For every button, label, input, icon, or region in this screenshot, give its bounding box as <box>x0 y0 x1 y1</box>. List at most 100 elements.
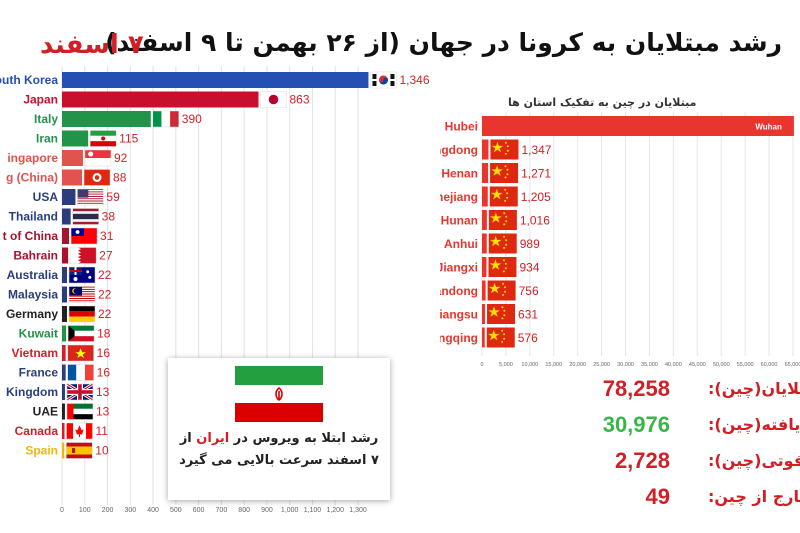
china-chart-title: مبتلایان در چین به تفکیک استان ها <box>508 96 697 109</box>
world-bar <box>62 169 83 186</box>
china-inner-label: Wuhan <box>755 123 782 132</box>
world-value-label: 38 <box>102 209 116 223</box>
page-title: رشد مبتلایان به کرونا در جهان (از ۲۶ بهم… <box>105 28 782 57</box>
spain-flag-icon <box>66 442 93 459</box>
world-bar <box>62 364 66 381</box>
world-value-label: 11 <box>96 424 109 438</box>
world-category-label: Canada <box>15 424 59 438</box>
china-bar <box>482 257 487 277</box>
iran-note-before: رشد ابتلا به ویروس در <box>229 431 379 446</box>
china-flag-icon <box>490 139 519 160</box>
china-category-label: Hunan <box>441 213 478 227</box>
world-bar <box>62 150 83 166</box>
world-x-tick-label: 1,000 <box>281 507 299 514</box>
world-bar <box>62 286 68 303</box>
world-value-label: 13 <box>96 385 110 399</box>
china-bar <box>482 280 486 301</box>
world-value-label: 22 <box>98 307 112 321</box>
china-category-label: Jiangsu <box>440 307 478 321</box>
china-category-label: Hubei <box>445 119 478 133</box>
vietnam-flag-icon <box>67 344 94 362</box>
china-bar <box>482 210 487 230</box>
china-value-label: 1,016 <box>520 213 550 227</box>
world-category-label: Germany <box>6 307 58 321</box>
italy-flag-icon <box>152 110 180 128</box>
world-x-tick-label: 300 <box>124 507 136 514</box>
world-category-label: Malaysia <box>8 287 58 301</box>
world-category-label: Kingdom <box>6 385 58 399</box>
china-bar <box>482 116 794 136</box>
singapore-flag-icon <box>84 149 112 167</box>
world-category-label: UAE <box>33 404 58 418</box>
world-value-label: 13 <box>96 404 110 418</box>
world-category-label: ingapore <box>7 151 58 165</box>
china-bar <box>482 139 489 160</box>
world-category-label: USA <box>33 190 59 204</box>
china-value-label: 1,205 <box>521 190 551 204</box>
china-category-label: Anhui <box>444 237 478 251</box>
china-bar <box>482 304 486 324</box>
china-x-tick-label: 15,000 <box>545 362 562 368</box>
world-bar <box>62 345 66 361</box>
china-x-tick-label: 0 <box>480 362 483 368</box>
iran-note-highlight: ایران <box>196 431 230 446</box>
world-bar <box>62 247 69 264</box>
world-bar <box>62 442 65 459</box>
iran-note-text: رشد ابتلا به ویروس در ایران از ۷ اسفند س… <box>176 428 382 472</box>
china-flag-icon <box>488 210 517 230</box>
world-value-label: 18 <box>97 326 111 340</box>
china-value-label: 989 <box>520 237 540 251</box>
world-value-label: 16 <box>97 346 111 360</box>
hong-kong-flag-icon <box>83 169 111 186</box>
world-bar <box>62 91 259 108</box>
china-flag-icon <box>486 327 515 348</box>
china-bar <box>482 233 487 254</box>
world-x-tick-label: 700 <box>216 507 228 514</box>
world-category-label: Iran <box>36 131 58 145</box>
china-value-label: 631 <box>518 307 538 321</box>
world-x-tick-label: 1,200 <box>326 507 344 514</box>
world-bar <box>62 403 65 420</box>
world-bar <box>62 228 70 244</box>
china-value-label: 1,271 <box>521 166 551 180</box>
world-value-label: 390 <box>182 112 202 126</box>
france-flag-icon <box>67 364 94 381</box>
world-category-label: outh Korea <box>0 73 58 87</box>
thailand-flag-icon <box>72 208 99 225</box>
world-bar <box>62 130 89 147</box>
world-cases-chart: 0 100 200 300 400 500 600 700 800 900 1,000 1,100 1,… <box>0 66 430 514</box>
world-value-label: 863 <box>289 92 309 106</box>
stat-confirmed: 78,258 مبتلایان(چین): <box>560 376 800 404</box>
stat-outside-china: 49 مبتلایان خارج از چین: <box>560 484 800 512</box>
world-bar <box>62 384 65 400</box>
world-x-tick-label: 1,100 <box>304 507 322 514</box>
china-x-tick-label: 5,000 <box>499 362 513 368</box>
china-x-tick-label: 45,000 <box>689 362 706 368</box>
world-value-label: 22 <box>98 287 112 301</box>
world-x-tick-label: 900 <box>261 507 273 514</box>
world-x-tick-label: 600 <box>193 507 205 514</box>
world-x-tick-label: 500 <box>170 507 182 514</box>
china-x-tick-label: 10,000 <box>521 362 538 368</box>
stat-confirmed-value: 78,258 <box>602 376 670 401</box>
stat-outside-china-value: 49 <box>645 484 670 509</box>
australia-flag-icon <box>68 266 96 284</box>
china-bar <box>482 327 485 348</box>
iran-note-after: از ۷ اسفند سرعت بالایی می گیرد <box>179 431 379 468</box>
world-category-label: France <box>19 365 59 379</box>
china-value-label: 756 <box>519 284 539 298</box>
world-bar <box>62 267 68 283</box>
germany-flag-icon <box>68 305 96 323</box>
uae-flag-icon <box>66 403 94 420</box>
world-category-label: Japan <box>23 92 58 106</box>
china-category-label: Chongqing <box>440 331 478 345</box>
world-x-tick-label: 100 <box>79 507 91 514</box>
bahrain-flag-icon <box>69 247 97 264</box>
stat-deaths: 2,728 فوتی(چین): <box>560 448 800 476</box>
stat-confirmed-label: مبتلایان(چین): <box>708 379 800 398</box>
china-flag-icon <box>487 280 516 301</box>
world-value-label: 88 <box>113 170 127 184</box>
world-x-tick-label: 0 <box>60 507 64 514</box>
world-value-label: 10 <box>95 443 109 457</box>
stat-deaths-value: 2,728 <box>614 448 670 473</box>
